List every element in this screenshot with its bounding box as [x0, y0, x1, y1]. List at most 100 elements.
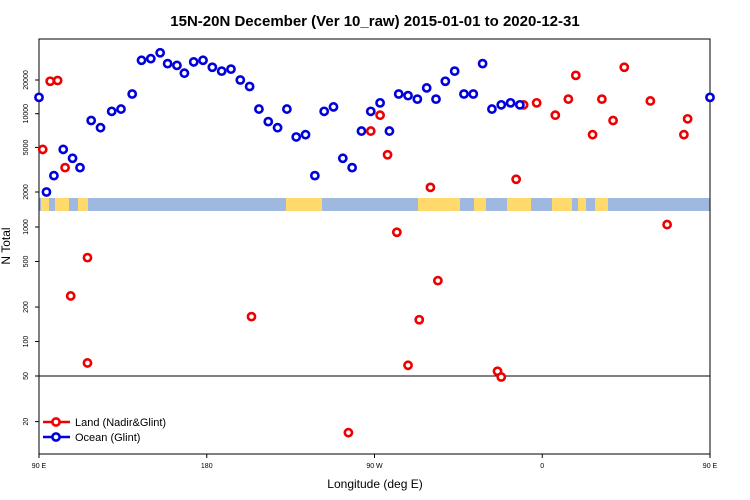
y-tick-label: 20000 [23, 70, 30, 90]
x-tick-label: 90 E [32, 463, 47, 470]
land-point [82, 252, 93, 263]
land-patch [578, 198, 586, 211]
land-point [365, 126, 376, 136]
land-patch [41, 198, 49, 211]
ocean-point [162, 58, 173, 69]
ocean-point [309, 170, 320, 181]
ocean-point [272, 122, 283, 133]
land-patch [55, 198, 69, 211]
ocean-point [477, 58, 488, 69]
ocean-point [95, 122, 106, 133]
ocean-strip [39, 198, 710, 211]
land-point [570, 70, 581, 81]
x-axis-label: Longitude (deg E) [327, 477, 422, 491]
land-point [65, 291, 76, 301]
ocean-point [365, 106, 376, 117]
ocean-point [49, 170, 59, 181]
y-tick-label: 5000 [23, 140, 30, 156]
ocean-point [106, 106, 117, 117]
land-point [608, 115, 618, 126]
y-tick-label: 10000 [23, 104, 30, 124]
land-point [45, 76, 56, 87]
land-point [596, 94, 607, 105]
land-point [37, 144, 48, 155]
ocean-point [375, 97, 385, 108]
ocean-point [75, 162, 85, 173]
land-point [679, 129, 689, 140]
ocean-point [244, 81, 255, 92]
ocean-point [145, 53, 156, 64]
land-point [425, 182, 436, 193]
land-patch [78, 198, 88, 211]
land-point [662, 219, 673, 230]
y-tick-label: 2000 [23, 184, 30, 200]
y-tick-label: 50 [23, 372, 30, 380]
land-point [563, 94, 574, 105]
land-point [682, 113, 693, 124]
ocean-point [384, 126, 395, 136]
ocean-point [127, 89, 138, 99]
legend-label-ocean: Ocean (Glint) [75, 432, 140, 444]
legend-item-land: Land (Nadir&Glint) [43, 417, 166, 429]
x-tick-label: 0 [540, 463, 544, 470]
x-tick-label: 90 W [366, 463, 383, 470]
ocean-point [207, 62, 218, 73]
land-point [52, 75, 63, 86]
land-point [391, 227, 402, 238]
land-ocean-strip [39, 198, 710, 211]
y-tick-label: 200 [23, 301, 30, 313]
y-axis-label: N Total [0, 227, 13, 264]
land-point [496, 372, 507, 382]
legend-swatch-ocean-marker [51, 432, 61, 442]
ocean-point [198, 55, 208, 66]
ocean-point [403, 90, 413, 101]
ocean-point [328, 102, 339, 112]
land-point [375, 110, 385, 121]
ocean-point [449, 66, 460, 77]
land-point [587, 129, 598, 140]
ocean-point [58, 144, 69, 155]
land-point [531, 97, 542, 108]
ocean-point [356, 126, 367, 136]
ocean-point [235, 75, 246, 85]
y-tick-label: 500 [23, 256, 30, 268]
ocean-point [337, 153, 348, 164]
ocean-point [431, 94, 441, 105]
ocean-point [86, 115, 97, 126]
land-point [82, 358, 93, 368]
ocean-point [412, 94, 423, 105]
land-patch [474, 198, 486, 211]
y-tick-label: 1000 [23, 219, 30, 235]
land-patch [446, 198, 460, 211]
ocean-point [254, 104, 264, 114]
ocean-point [487, 104, 497, 114]
legend-item-ocean: Ocean (Glint) [43, 432, 140, 444]
land-point [246, 311, 257, 322]
land-point [403, 360, 413, 371]
land-point [60, 162, 70, 173]
ocean-point [281, 104, 292, 114]
land-patch [552, 198, 572, 211]
ocean-point [172, 60, 182, 71]
legend-label-land: Land (Nadir&Glint) [75, 417, 166, 429]
land-patch [507, 198, 531, 211]
ocean-point [393, 89, 404, 99]
ocean-point [263, 116, 274, 127]
ocean-point [496, 99, 507, 110]
ocean-point [188, 57, 199, 67]
ocean-point [514, 99, 525, 110]
ocean-point [155, 47, 166, 58]
x-axis: 90 E 180 90 W 0 90 E [32, 454, 718, 470]
land-patch [418, 198, 446, 211]
ocean-point [291, 132, 302, 142]
land-point [343, 427, 354, 438]
ocean-point [705, 92, 715, 103]
ocean-point [319, 106, 330, 117]
ocean-point [468, 89, 479, 99]
ocean-point [41, 187, 52, 197]
ocean-point [505, 97, 516, 108]
ocean-point [136, 55, 147, 66]
ocean-point [459, 89, 469, 99]
ocean-point [300, 129, 311, 140]
